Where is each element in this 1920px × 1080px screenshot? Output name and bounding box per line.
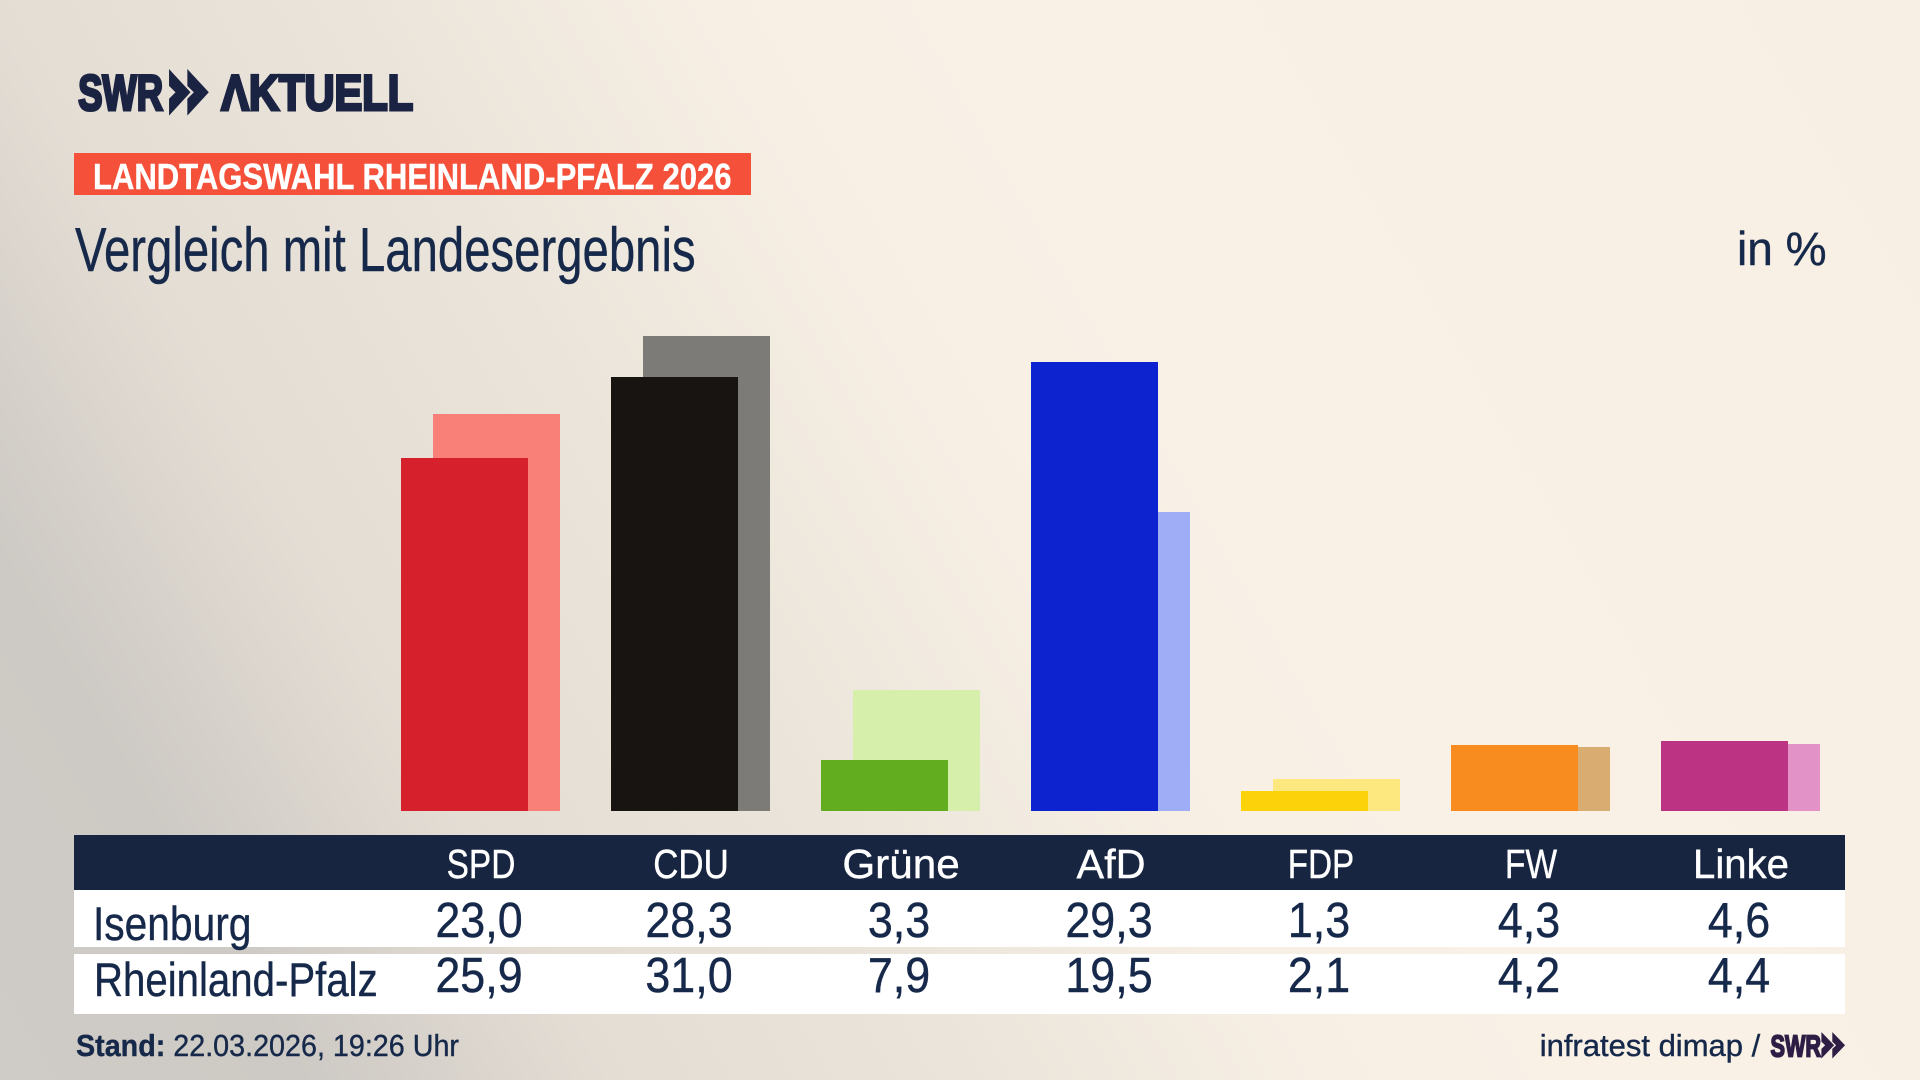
svg-text:ΛKTUELL: ΛKTUELL [221, 64, 413, 121]
svg-text:SWR: SWR [1771, 1028, 1822, 1063]
svg-text:SWR: SWR [78, 64, 163, 121]
